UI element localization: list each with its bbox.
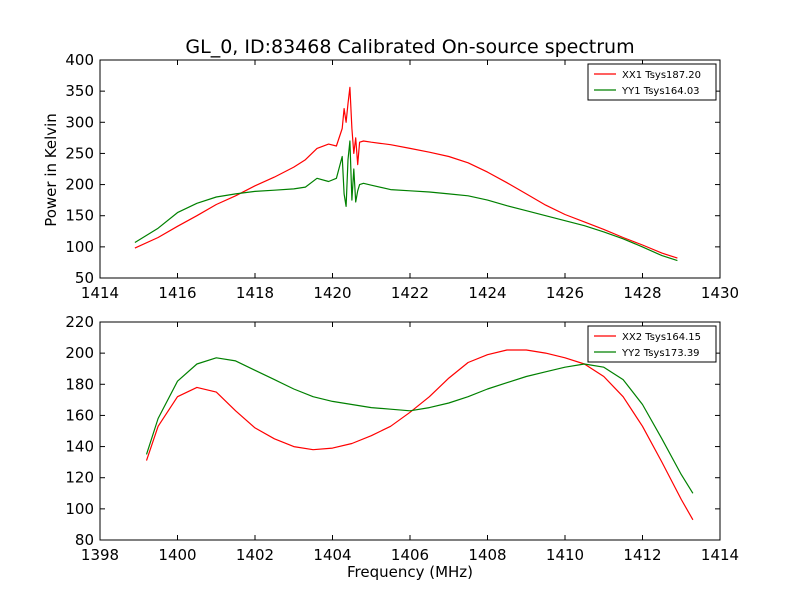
y-tick-label: 300	[65, 113, 94, 131]
y-tick-label: 160	[65, 406, 94, 424]
x-tick-label: 1402	[236, 546, 274, 564]
legend-entry: YY2 Tsys173.39	[621, 348, 700, 359]
y-tick-label: 200	[65, 344, 94, 362]
y-axis-label: Power in Kelvin	[42, 113, 60, 227]
y-tick-label: 250	[65, 144, 94, 162]
x-tick-label: 1424	[468, 284, 506, 302]
x-tick-label: 1398	[81, 546, 119, 564]
y-tick-label: 350	[65, 82, 94, 100]
y-tick-label: 400	[65, 51, 94, 69]
subplot-1: 1414 1416 1418 1420 1422 1424 1426 1428 1430 50 10…	[65, 51, 739, 302]
x-tick-label: 1412	[623, 546, 661, 564]
y-tick-label: 50	[75, 269, 94, 287]
legend: XX2 Tsys164.15 YY2 Tsys173.39	[587, 325, 717, 363]
legend-entry: YY1 Tsys164.03	[621, 86, 700, 97]
legend-box	[587, 63, 717, 101]
x-tick-label: 1400	[158, 546, 196, 564]
legend-entry: XX2 Tsys164.15	[622, 332, 701, 343]
series-line-xx-2	[145, 349, 694, 521]
x-tick-label: 1418	[236, 284, 274, 302]
y-tick-label: 80	[75, 531, 94, 549]
x-tick-label: 1426	[546, 284, 584, 302]
x-tick-label: 1414	[701, 546, 739, 564]
x-tick-label: 1430	[701, 284, 739, 302]
legend: XX1 Tsys187.20 YY1 Tsys164.03	[587, 63, 717, 101]
x-tick-label: 1406	[391, 546, 429, 564]
y-tick-label: 180	[65, 375, 94, 393]
x-tick-label: 1408	[468, 546, 506, 564]
legend-box	[587, 325, 717, 363]
x-tick-label: 1420	[313, 284, 351, 302]
x-tick-label: 1410	[546, 546, 584, 564]
chart-title: GL_0, ID:83468 Calibrated On-source spec…	[185, 36, 634, 58]
x-tick-label: 1404	[313, 546, 351, 564]
x-tick-label: 1414	[81, 284, 119, 302]
y-tick-label: 220	[65, 313, 94, 331]
y-tick-label: 120	[65, 469, 94, 487]
series-line-yy-2	[145, 357, 694, 494]
x-tick-label: 1422	[391, 284, 429, 302]
series-line-xx-1	[134, 86, 678, 259]
subplot-2: 1398 1400 1402 1404 1406 1408 1410 1412 1414 80 10…	[65, 313, 739, 564]
legend-entry: XX1 Tsys187.20	[622, 70, 701, 81]
x-tick-label: 1416	[158, 284, 196, 302]
y-tick-label: 150	[65, 207, 94, 225]
x-tick-label: 1428	[623, 284, 661, 302]
x-axis-label: Frequency (MHz)	[347, 563, 473, 581]
y-tick-label: 100	[65, 238, 94, 256]
series-line-yy-1	[134, 140, 678, 262]
y-tick-label: 140	[65, 438, 94, 456]
y-tick-label: 200	[65, 176, 94, 194]
y-tick-label: 100	[65, 500, 94, 518]
